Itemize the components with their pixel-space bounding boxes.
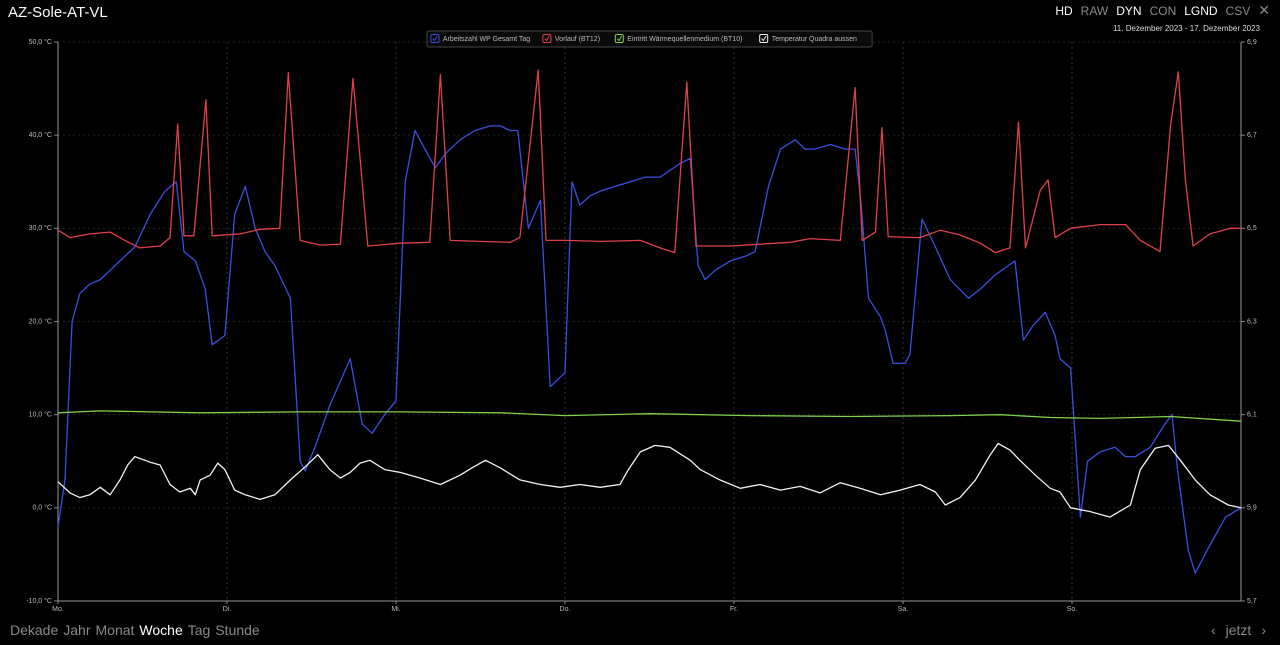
page-title: AZ-Sole-AT-VL (8, 4, 108, 21)
x-tick-label: Sa. (898, 606, 909, 613)
legend-check (761, 35, 767, 42)
y2-tick-label: 6,9 (1247, 39, 1257, 46)
y-tick-label: -10,0 °C (26, 597, 52, 605)
y2-tick-label: 5,9 (1247, 505, 1257, 512)
header: AZ-Sole-AT-VL HD RAW DYN CON LGND CSV ✕ 11. De… (0, 0, 1280, 33)
y2-tick-label: 6,3 (1247, 318, 1257, 325)
x-tick-label: Di. (223, 606, 232, 613)
x-tick-label: Do. (560, 606, 571, 613)
y2-tick-label: 6,5 (1247, 225, 1257, 232)
period-button[interactable]: Woche (139, 622, 183, 638)
toggle-button[interactable]: DYN (1116, 4, 1142, 18)
toggle-button[interactable]: CSV (1225, 4, 1251, 18)
y-tick-label: 0,0 °C (32, 504, 52, 512)
legend-check (432, 35, 438, 42)
toggle-button[interactable]: HD (1055, 4, 1073, 18)
legend-checkbox[interactable] (430, 34, 440, 43)
y-tick-label: 10,0 °C (29, 411, 52, 419)
toggle-button[interactable]: RAW (1080, 4, 1109, 18)
legend-checkbox[interactable] (614, 34, 624, 43)
legend-check (616, 35, 623, 42)
series-line (57, 410, 1242, 422)
legend-label: Arbeitszahl WP Gesamt Tag (443, 36, 530, 43)
y-tick-label: 20,0 °C (29, 317, 52, 325)
period-button[interactable]: Jahr (63, 622, 91, 638)
y2-tick-label: 6,1 (1247, 412, 1257, 419)
period-button[interactable]: Monat (95, 622, 135, 638)
y-tick-label: 40,0 °C (29, 131, 52, 139)
legend-checkbox[interactable] (759, 34, 769, 43)
x-tick-label: Fr. (730, 606, 738, 613)
series-line (57, 442, 1242, 518)
toggle-button[interactable]: LGND (1184, 4, 1218, 18)
period-selector: Dekade Jahr Monat Woche Tag Stunde (10, 622, 260, 638)
period-button[interactable]: Tag (187, 622, 211, 638)
series-line (57, 125, 1242, 574)
toolbar: HD RAW DYN CON LGND CSV ✕ (1055, 2, 1270, 18)
series-line (57, 69, 1241, 254)
now-button[interactable]: jetzt (1225, 622, 1252, 638)
x-tick-label: Mi. (391, 606, 400, 613)
legend-label: Temperatur Quadra aussen (772, 36, 857, 43)
close-button[interactable]: ✕ (1258, 2, 1270, 18)
navigation: ‹ jetzt › (1211, 622, 1266, 638)
next-button[interactable]: › (1261, 622, 1266, 638)
y-tick-label: 30,0 °C (29, 224, 52, 232)
legend-checkbox[interactable] (542, 34, 552, 43)
toggle-button[interactable]: CON (1149, 4, 1177, 18)
legend-label: Vorlauf (BT12) (555, 36, 600, 43)
y2-tick-label: 5,7 (1247, 598, 1257, 605)
y2-tick-label: 6,7 (1247, 132, 1257, 139)
legend-label: Eintritt Wärmequellenmedium (BT10) (627, 36, 742, 43)
x-tick-label: So. (1067, 606, 1078, 613)
date-range: 11. Dezember 2023 - 17. Dezember 2023 (1112, 24, 1260, 33)
prev-button[interactable]: ‹ (1210, 622, 1216, 638)
legend-check (544, 35, 550, 42)
period-button[interactable]: Dekade (10, 622, 59, 638)
y-tick-label: 50,0 °C (29, 38, 52, 46)
x-tick-label: Mo. (52, 606, 64, 613)
period-button[interactable]: Stunde (215, 622, 260, 638)
